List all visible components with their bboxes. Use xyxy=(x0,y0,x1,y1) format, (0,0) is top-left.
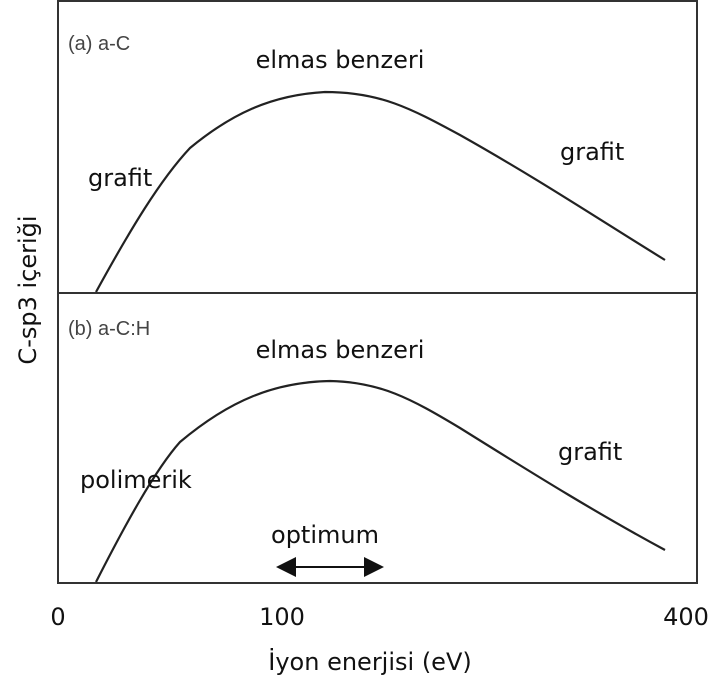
peak-label: elmas benzeri xyxy=(256,336,425,364)
x-tick-label: 400 xyxy=(663,603,709,631)
curve-b xyxy=(95,379,666,583)
curve-a xyxy=(95,90,666,293)
right-label: grafit xyxy=(560,138,624,166)
x-tick-label: 100 xyxy=(259,603,305,631)
x-tick-label: 0 xyxy=(50,603,65,631)
peak-label: elmas benzeri xyxy=(256,46,425,74)
left-label: grafit xyxy=(88,164,152,192)
arrow-label: optimum xyxy=(271,521,379,549)
right-label: grafit xyxy=(558,438,622,466)
x-axis-title: İyon enerjisi (eV) xyxy=(268,647,471,676)
y-axis-title: C-sp3 içeriği xyxy=(14,215,42,364)
panel-label: (a) a-C xyxy=(68,33,130,55)
left-label: polimerik xyxy=(80,466,192,494)
panel-label: (b) a-C:H xyxy=(68,318,150,340)
